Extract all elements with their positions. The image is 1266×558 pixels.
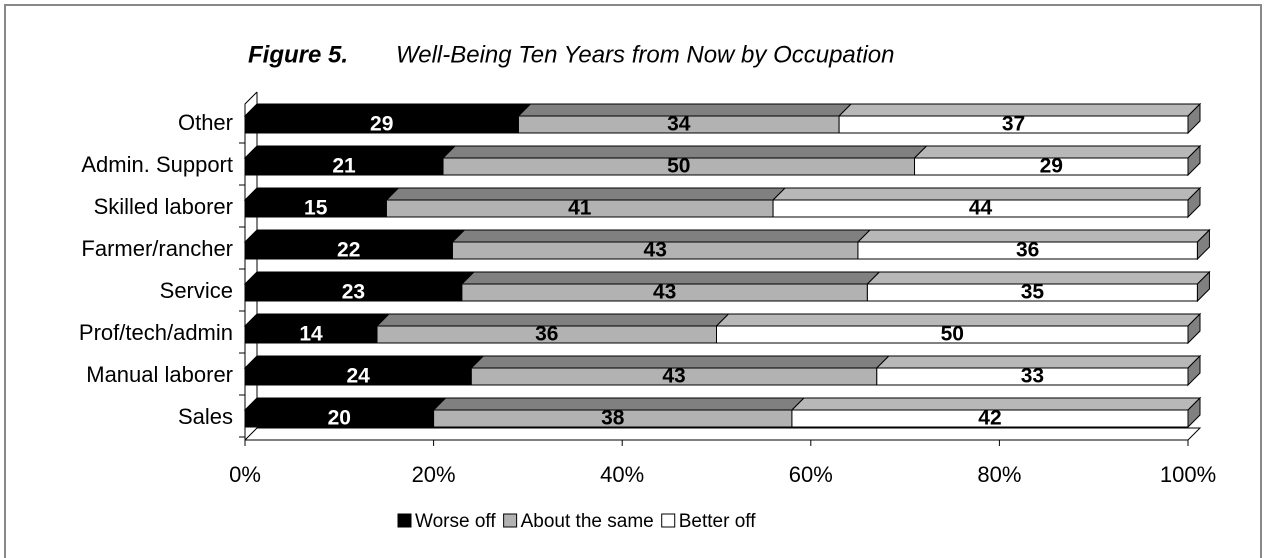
value-label: 43 (653, 281, 676, 304)
value-label: 22 (337, 239, 360, 262)
x-tick-label: 0% (229, 462, 261, 487)
value-label: 38 (601, 407, 625, 430)
legend-label: About the same (521, 511, 654, 532)
value-label: 50 (941, 323, 964, 346)
value-label: 42 (978, 407, 1001, 430)
value-label: 36 (1016, 239, 1039, 262)
y-tick-label: Other (178, 110, 233, 135)
value-label: 43 (662, 365, 685, 388)
frame (4, 4, 1262, 558)
bar-side (1196, 270, 1210, 303)
bar-side (1187, 102, 1201, 135)
bar-side (1187, 312, 1201, 345)
x-tick-label: 100% (1160, 462, 1216, 487)
axis-floor (244, 427, 1202, 441)
x-tick-label: 20% (412, 462, 456, 487)
value-label: 36 (535, 323, 558, 346)
value-label: 14 (299, 323, 323, 346)
x-tick-label: 60% (789, 462, 833, 487)
legend-swatch (503, 513, 518, 528)
y-tick-label: Manual laborer (86, 362, 233, 387)
y-tick-label: Skilled laborer (94, 194, 233, 219)
bar-side (1196, 228, 1210, 261)
legend-swatch (661, 513, 676, 528)
value-label: 37 (1002, 113, 1025, 136)
value-label: 29 (1040, 155, 1063, 178)
value-label: 33 (1021, 365, 1044, 388)
value-label: 35 (1021, 281, 1045, 304)
y-tick-label: Farmer/rancher (81, 236, 233, 261)
bar-side (1187, 144, 1201, 177)
axis-wall (244, 91, 258, 440)
bar-side (1187, 396, 1201, 429)
value-label: 21 (332, 155, 356, 178)
value-label: 50 (667, 155, 690, 178)
chart-title: Well-Being Ten Years from Now by Occupat… (396, 41, 894, 68)
title-label: Figure 5. (248, 41, 348, 68)
bar-side (1187, 186, 1201, 219)
value-label: 34 (667, 113, 691, 136)
value-label: 44 (969, 197, 993, 220)
value-label: 29 (370, 113, 393, 136)
value-label: 23 (342, 281, 365, 304)
y-tick-label: Sales (178, 404, 233, 429)
value-label: 24 (346, 365, 370, 388)
y-tick-label: Prof/tech/admin (79, 320, 233, 345)
value-label: 43 (644, 239, 667, 262)
y-tick-label: Admin. Support (81, 152, 233, 177)
bar-side (1187, 354, 1201, 387)
y-tick-label: Service (160, 278, 233, 303)
value-label: 15 (304, 197, 328, 220)
x-tick-label: 80% (977, 462, 1021, 487)
value-label: 20 (328, 407, 351, 430)
legend-label: Worse off (415, 511, 496, 532)
x-tick-label: 40% (600, 462, 644, 487)
value-label: 41 (568, 197, 592, 220)
legend-swatch (397, 513, 412, 528)
legend-label: Better off (679, 511, 756, 532)
